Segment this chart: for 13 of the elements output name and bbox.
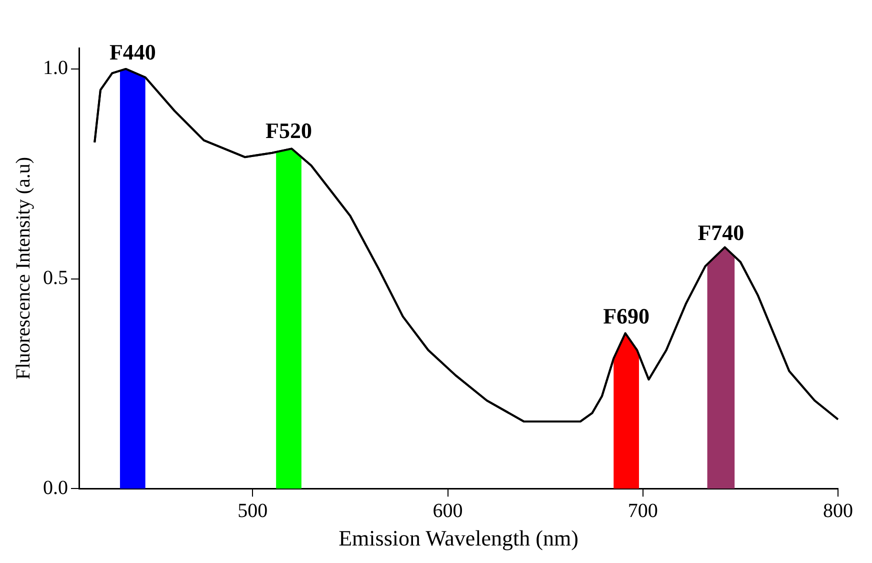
y-tick-label: 1.0 [43,57,68,80]
x-tick-label: 700 [628,500,658,522]
band-label: F690 [603,303,650,328]
y-axis-title: Fluorescence Intensity (a.u) [12,156,34,380]
x-tick-label: 600 [432,500,463,522]
x-tick-label: 800 [823,500,853,522]
x-axis-title: Emission Wavelength (nm) [338,526,578,551]
band-label: F440 [109,39,156,64]
x-tick-label: 500 [238,500,268,522]
band-label: F520 [266,118,312,144]
band-label: F740 [698,220,744,245]
y-tick-label: 0.5 [43,267,68,290]
y-tick-label: 0.0 [43,476,68,499]
